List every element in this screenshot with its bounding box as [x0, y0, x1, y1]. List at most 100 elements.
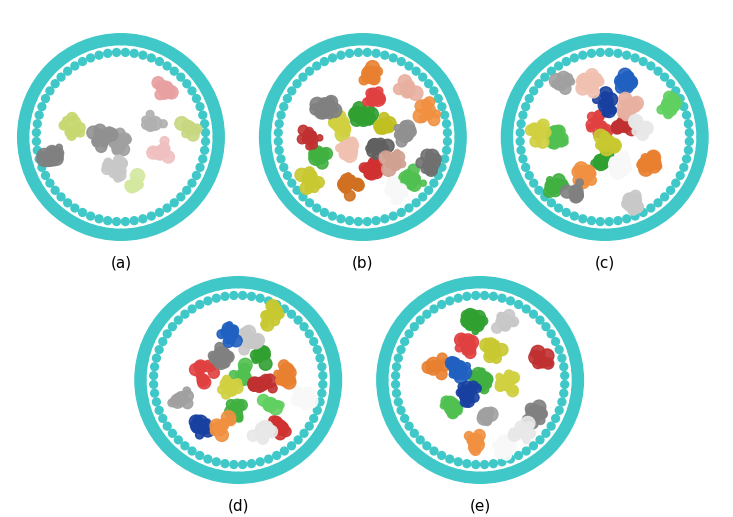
Circle shape: [498, 294, 506, 302]
Circle shape: [95, 129, 106, 140]
Circle shape: [358, 35, 367, 44]
Circle shape: [627, 204, 639, 215]
Circle shape: [185, 460, 194, 469]
Circle shape: [239, 363, 251, 375]
Circle shape: [266, 102, 275, 112]
Circle shape: [222, 323, 232, 333]
Circle shape: [212, 421, 226, 435]
Circle shape: [394, 149, 400, 156]
Circle shape: [588, 217, 595, 224]
Circle shape: [96, 227, 106, 237]
Circle shape: [205, 172, 214, 181]
Circle shape: [372, 153, 379, 159]
Circle shape: [264, 401, 273, 410]
Circle shape: [214, 347, 224, 356]
Circle shape: [463, 460, 471, 467]
Circle shape: [181, 310, 189, 318]
Circle shape: [446, 403, 453, 410]
Circle shape: [194, 360, 207, 373]
Circle shape: [276, 423, 284, 431]
Circle shape: [625, 193, 636, 205]
Circle shape: [319, 105, 331, 117]
Text: (c): (c): [594, 256, 615, 271]
Circle shape: [639, 121, 653, 135]
Circle shape: [154, 147, 166, 160]
Circle shape: [505, 444, 514, 453]
Circle shape: [226, 381, 237, 393]
Circle shape: [531, 345, 545, 359]
Circle shape: [471, 445, 481, 455]
Circle shape: [152, 146, 166, 160]
Circle shape: [416, 316, 424, 324]
Circle shape: [309, 147, 323, 160]
Circle shape: [161, 91, 169, 99]
Circle shape: [462, 340, 474, 352]
Circle shape: [336, 120, 343, 127]
Circle shape: [590, 36, 599, 45]
Circle shape: [377, 96, 385, 103]
Circle shape: [104, 127, 114, 137]
Circle shape: [548, 310, 557, 320]
Circle shape: [473, 384, 482, 393]
Circle shape: [337, 51, 345, 59]
Circle shape: [263, 311, 270, 318]
Circle shape: [188, 447, 196, 455]
Circle shape: [270, 93, 279, 102]
Circle shape: [280, 368, 293, 382]
Circle shape: [379, 151, 393, 164]
Circle shape: [646, 163, 655, 172]
Circle shape: [587, 124, 594, 132]
Circle shape: [464, 362, 471, 369]
Circle shape: [366, 94, 377, 105]
Circle shape: [449, 405, 460, 415]
Circle shape: [294, 316, 302, 324]
Circle shape: [508, 162, 517, 172]
Circle shape: [627, 77, 637, 87]
Circle shape: [259, 378, 270, 389]
Circle shape: [314, 406, 321, 414]
Circle shape: [416, 54, 424, 63]
Circle shape: [640, 43, 649, 53]
Circle shape: [533, 128, 542, 138]
Circle shape: [92, 139, 100, 147]
Circle shape: [48, 150, 56, 157]
Circle shape: [257, 394, 269, 406]
Circle shape: [382, 162, 396, 176]
Circle shape: [224, 328, 232, 336]
Circle shape: [442, 181, 452, 190]
Circle shape: [224, 279, 232, 288]
Circle shape: [92, 138, 98, 145]
Circle shape: [188, 197, 198, 207]
Circle shape: [605, 142, 612, 149]
Circle shape: [437, 75, 446, 85]
Text: (e): (e): [470, 499, 490, 514]
Circle shape: [423, 60, 432, 69]
Circle shape: [611, 229, 619, 238]
Circle shape: [196, 163, 204, 171]
Circle shape: [523, 415, 531, 424]
Circle shape: [554, 79, 564, 88]
Circle shape: [229, 329, 237, 336]
Circle shape: [633, 203, 643, 213]
Circle shape: [338, 179, 347, 188]
Circle shape: [261, 311, 270, 321]
Circle shape: [603, 141, 611, 148]
Circle shape: [201, 423, 211, 433]
Circle shape: [374, 144, 380, 151]
Circle shape: [542, 430, 550, 437]
Circle shape: [385, 184, 397, 195]
Circle shape: [338, 177, 352, 192]
Circle shape: [76, 129, 84, 137]
Circle shape: [257, 458, 264, 466]
Circle shape: [346, 181, 353, 189]
Circle shape: [517, 146, 525, 154]
Circle shape: [397, 346, 405, 354]
Circle shape: [680, 103, 688, 111]
Circle shape: [223, 351, 234, 363]
Circle shape: [484, 407, 498, 421]
Circle shape: [625, 82, 632, 89]
Circle shape: [454, 362, 462, 369]
Circle shape: [471, 315, 485, 329]
Circle shape: [218, 346, 225, 354]
Circle shape: [438, 451, 446, 460]
